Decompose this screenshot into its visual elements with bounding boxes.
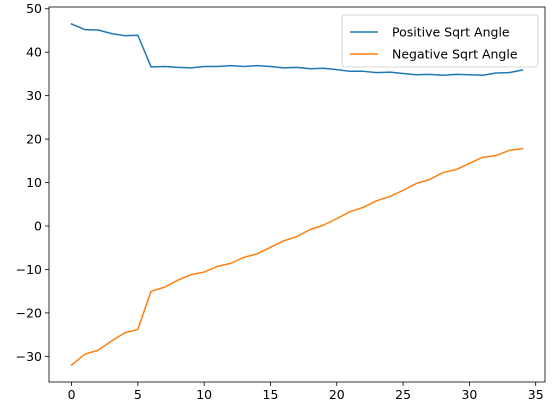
y-tick-label: 50 <box>26 1 42 16</box>
y-tick-label: −30 <box>16 349 42 364</box>
y-tick-label: −20 <box>16 305 42 320</box>
y-tick-label: −10 <box>16 262 42 277</box>
x-tick-label: 35 <box>528 387 544 402</box>
y-tick-label: 20 <box>26 132 42 147</box>
y-tick-label: 10 <box>26 175 42 190</box>
legend-label-positive-sqrt-angle: Positive Sqrt Angle <box>392 25 510 40</box>
y-axis-ticks: −30 −20 −10 0 10 20 30 40 50 <box>16 1 49 364</box>
x-tick-label: 5 <box>134 387 142 402</box>
legend-label-negative-sqrt-angle: Negative Sqrt Angle <box>392 47 518 62</box>
legend: Positive Sqrt Angle Negative Sqrt Angle <box>342 15 538 67</box>
x-tick-label: 10 <box>196 387 212 402</box>
x-tick-label: 30 <box>461 387 477 402</box>
x-tick-label: 15 <box>263 387 279 402</box>
y-tick-label: 0 <box>34 219 42 234</box>
x-tick-label: 20 <box>329 387 345 402</box>
x-tick-label: 0 <box>68 387 76 402</box>
x-tick-label: 25 <box>395 387 411 402</box>
x-axis-ticks: 0 5 10 15 20 25 30 35 <box>68 382 544 402</box>
y-tick-label: 30 <box>26 88 42 103</box>
y-tick-label: 40 <box>26 45 42 60</box>
